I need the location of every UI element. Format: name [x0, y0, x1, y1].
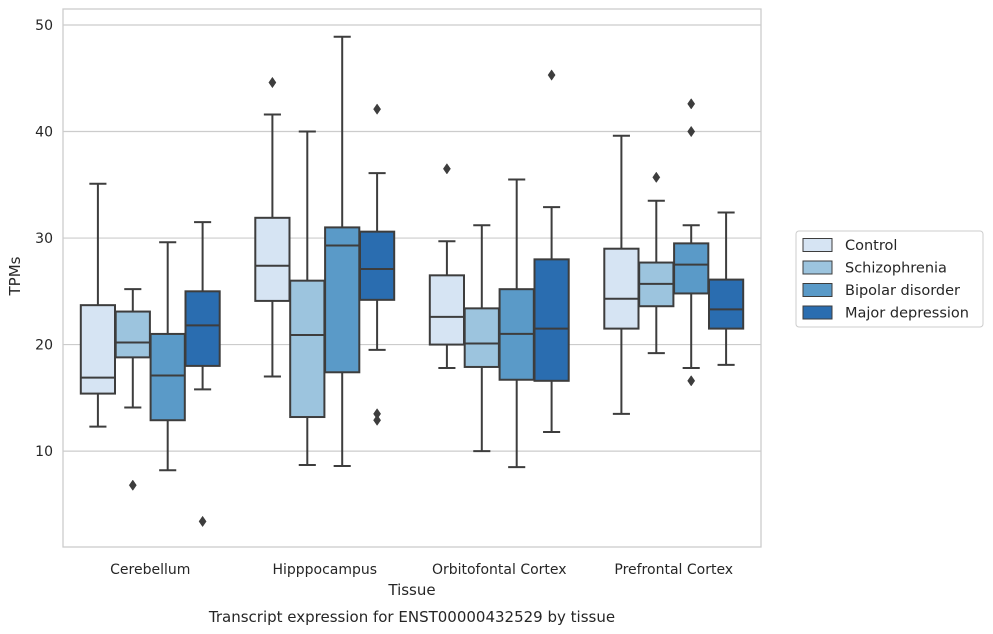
boxes: [79, 35, 745, 528]
iqr-box: [149, 332, 186, 422]
legend-label: Major depression: [845, 306, 969, 322]
iqr-box: [463, 307, 500, 368]
outlier-point: [687, 125, 696, 138]
box-2-0: [149, 241, 186, 472]
outlier-point: [373, 414, 382, 426]
box-2-1: [324, 35, 361, 468]
box-2-2: [498, 178, 535, 469]
iqr-box: [358, 230, 396, 301]
box-3-2: [533, 69, 570, 433]
outlier-point: [268, 76, 277, 89]
iqr-box: [533, 258, 570, 382]
iqr-box: [79, 304, 117, 395]
legend-label: Bipolar disorder: [845, 283, 960, 299]
x-axis-title: Tissue: [387, 581, 435, 599]
y-tick-labels: 10 20 30 40 50: [35, 18, 53, 460]
y-axis-title: TPMs: [6, 256, 24, 296]
legend-swatch: [802, 260, 833, 275]
legend-label: Control: [845, 238, 897, 254]
outlier-point: [128, 479, 137, 491]
outlier-point: [373, 103, 382, 115]
y-tick-label: 50: [35, 18, 53, 34]
box-1-1: [289, 130, 326, 466]
iqr-box: [289, 279, 326, 419]
y-tick-label: 30: [35, 231, 53, 247]
iqr-box: [673, 242, 710, 295]
box-3-0: [184, 221, 221, 528]
box-3-1: [358, 103, 396, 426]
outlier-point: [687, 375, 696, 387]
y-tick-label: 10: [35, 444, 53, 460]
y-tick-label: 20: [35, 338, 53, 354]
box-0-3: [603, 134, 640, 415]
legend-frame: [795, 230, 984, 328]
chart-title: Transcript expression for ENST0000043252…: [208, 608, 615, 626]
plot-frame: [62, 8, 762, 548]
iqr-box: [254, 216, 291, 302]
legend-swatch: [802, 283, 833, 297]
x-tick-labels: Cerebellum Hipppocampus Orbitofontal Corte…: [110, 562, 733, 578]
iqr-box: [707, 278, 745, 330]
x-tick-label: Hipppocampus: [272, 562, 377, 578]
iqr-box: [428, 274, 466, 346]
box-0-2: [428, 163, 466, 370]
outlier-point: [442, 163, 451, 175]
box-3-3: [707, 211, 745, 366]
outlier-point: [198, 515, 207, 528]
outlier-point: [547, 69, 556, 81]
iqr-box: [603, 247, 640, 330]
iqr-box: [324, 226, 361, 374]
outlier-point: [652, 171, 661, 183]
box-2-3: [673, 98, 710, 387]
iqr-box: [114, 310, 151, 359]
x-tick-label: Cerebellum: [110, 562, 190, 578]
outlier-point: [373, 408, 382, 420]
outlier-point: [687, 98, 696, 110]
box-0-0: [79, 182, 117, 428]
legend-swatch: [802, 238, 833, 252]
box-1-3: [638, 171, 675, 355]
iqr-box: [184, 290, 221, 367]
legend: Control Schizophrenia Bipolar disorder Majo…: [795, 230, 984, 328]
x-tick-label: Orbitofontal Cortex: [432, 562, 567, 578]
legend-swatch: [802, 305, 833, 320]
box-1-0: [114, 288, 151, 491]
y-tick-label: 40: [35, 125, 53, 141]
legend-label: Schizophrenia: [845, 261, 947, 277]
x-tick-label: Prefrontal Cortex: [614, 562, 733, 578]
box-0-1: [254, 76, 291, 378]
